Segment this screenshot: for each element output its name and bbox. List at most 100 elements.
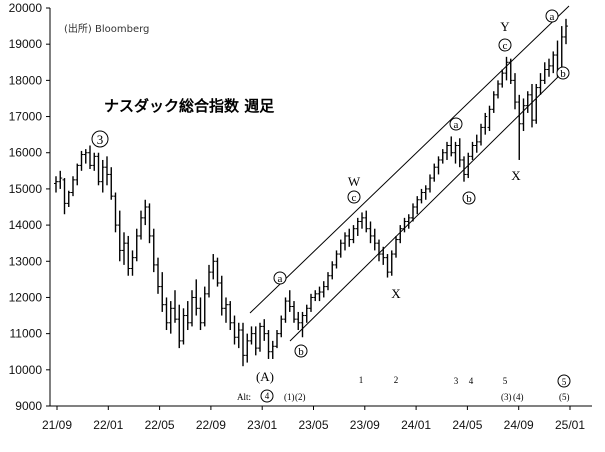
ohlc-bar bbox=[202, 286, 207, 327]
ohlc-bar bbox=[377, 239, 381, 262]
ohlc-bar bbox=[245, 333, 250, 363]
ohlc-bar bbox=[547, 58, 551, 77]
ohlc-bar bbox=[270, 340, 275, 359]
ohlc-bar bbox=[432, 163, 437, 182]
ohlc-bar bbox=[83, 149, 88, 164]
chart-title: ナスダック総合指数 週足 bbox=[104, 97, 275, 115]
ohlc-bar bbox=[406, 214, 411, 229]
wave-3-label: 3 bbox=[91, 130, 109, 148]
ohlc-bar bbox=[211, 254, 216, 280]
svg-text:a: a bbox=[278, 273, 283, 285]
ohlc-bar bbox=[100, 159, 105, 193]
sub-wave-p1: (1) bbox=[284, 392, 295, 402]
ohlc-bar bbox=[313, 290, 318, 302]
ohlc-bar bbox=[236, 322, 241, 349]
ohlc-bar bbox=[207, 264, 211, 298]
ohlc-bar bbox=[347, 228, 352, 247]
ohlc-bar bbox=[389, 250, 394, 276]
ohlc-bar bbox=[428, 174, 432, 193]
ohlc-bar bbox=[126, 235, 131, 276]
wave-c-label-1: c bbox=[347, 190, 361, 204]
ohlc-bar bbox=[508, 58, 513, 84]
wave-a-label-1: a bbox=[273, 271, 287, 285]
alt-4-label: 4 bbox=[260, 389, 274, 403]
ohlc-bar bbox=[394, 235, 398, 258]
ohlc-bar bbox=[466, 152, 471, 179]
x-ticks: 21/09 22/01 22/05 22/09 23/01 23/05 23/09 24/01… bbox=[42, 406, 585, 432]
ohlc-bar bbox=[504, 56, 509, 81]
wave-W-label: W bbox=[348, 174, 361, 189]
x-tick-label: 21/09 bbox=[42, 418, 72, 432]
ohlc-bar bbox=[525, 91, 530, 113]
ohlc-bar bbox=[381, 246, 386, 265]
y-tick-label: 9000 bbox=[15, 399, 42, 413]
ohlc-bar bbox=[360, 212, 364, 229]
ohlc-bar bbox=[500, 69, 505, 88]
x-tick-label: 22/05 bbox=[145, 418, 175, 432]
x-tick-label: 23/01 bbox=[247, 418, 277, 432]
ohlc-bar bbox=[177, 304, 182, 349]
sub-wave-3: 3 bbox=[454, 376, 459, 386]
y-tick-label: 14000 bbox=[9, 218, 43, 232]
ohlc-bar bbox=[185, 301, 190, 331]
ohlc-bar bbox=[343, 232, 347, 251]
wave-X-label-1: X bbox=[391, 286, 401, 301]
svg-text:b: b bbox=[298, 346, 304, 358]
ohlc-bar bbox=[79, 150, 84, 171]
wave-a-label-2: a bbox=[449, 117, 463, 131]
ohlc-bar bbox=[139, 210, 143, 240]
ohlc-bar bbox=[253, 326, 258, 356]
ohlc-bar bbox=[436, 156, 441, 175]
alt-label: Alt: bbox=[237, 392, 251, 402]
svg-text:4: 4 bbox=[265, 391, 270, 401]
svg-text:5: 5 bbox=[562, 377, 567, 387]
ohlc-bar bbox=[105, 156, 109, 186]
ohlc-bar bbox=[164, 297, 169, 331]
ohlc-bar bbox=[368, 221, 373, 244]
ohlc-bar bbox=[300, 311, 305, 338]
ohlc-bar bbox=[445, 141, 449, 160]
ohlc-bar bbox=[181, 308, 186, 345]
ohlc-bar bbox=[287, 290, 292, 312]
ohlc-bar bbox=[440, 149, 445, 164]
ohlc-bar bbox=[419, 188, 424, 204]
ohlc-bar bbox=[66, 190, 71, 207]
ohlc-bar bbox=[88, 145, 92, 170]
x-tick-label: 22/09 bbox=[196, 418, 226, 432]
ohlc-bar bbox=[398, 225, 403, 244]
wave-A-label: (A) bbox=[256, 369, 274, 384]
ohlc-bar bbox=[534, 83, 539, 124]
ohlc-bar bbox=[54, 176, 58, 193]
ohlc-bar bbox=[109, 167, 114, 200]
wave-X-label-2: X bbox=[511, 168, 521, 183]
x-tick-label: 25/01 bbox=[555, 418, 585, 432]
ohlc-bar bbox=[364, 210, 369, 233]
y-tick-label: 18000 bbox=[9, 73, 43, 87]
price-bars bbox=[54, 18, 568, 367]
ohlc-bar bbox=[249, 326, 254, 345]
ohlc-bar bbox=[317, 286, 322, 302]
ohlc-bar bbox=[130, 250, 135, 276]
ohlc-bar bbox=[415, 196, 420, 215]
ohlc-bar bbox=[411, 203, 415, 222]
ohlc-bar bbox=[513, 73, 517, 110]
ohlc-bar bbox=[173, 290, 177, 323]
ohlc-bar bbox=[224, 297, 228, 323]
ohlc-bar bbox=[62, 178, 67, 215]
svg-text:a: a bbox=[454, 119, 459, 131]
ohlc-bar bbox=[551, 51, 556, 74]
ohlc-bar bbox=[266, 330, 271, 359]
y-tick-label: 19000 bbox=[9, 37, 43, 51]
wave-b-label-3: b bbox=[556, 66, 570, 80]
ohlc-bar bbox=[113, 192, 118, 233]
wave-b-label-1: b bbox=[294, 344, 308, 358]
ohlc-bar bbox=[483, 112, 488, 135]
ohlc-bar bbox=[530, 83, 534, 128]
ohlc-bar bbox=[160, 272, 165, 312]
ohlc-bar bbox=[156, 257, 160, 294]
ohlc-bar bbox=[228, 301, 233, 331]
ohlc-bar bbox=[321, 281, 326, 298]
ohlc-bar bbox=[517, 94, 522, 160]
channel-upper-line bbox=[249, 5, 570, 314]
